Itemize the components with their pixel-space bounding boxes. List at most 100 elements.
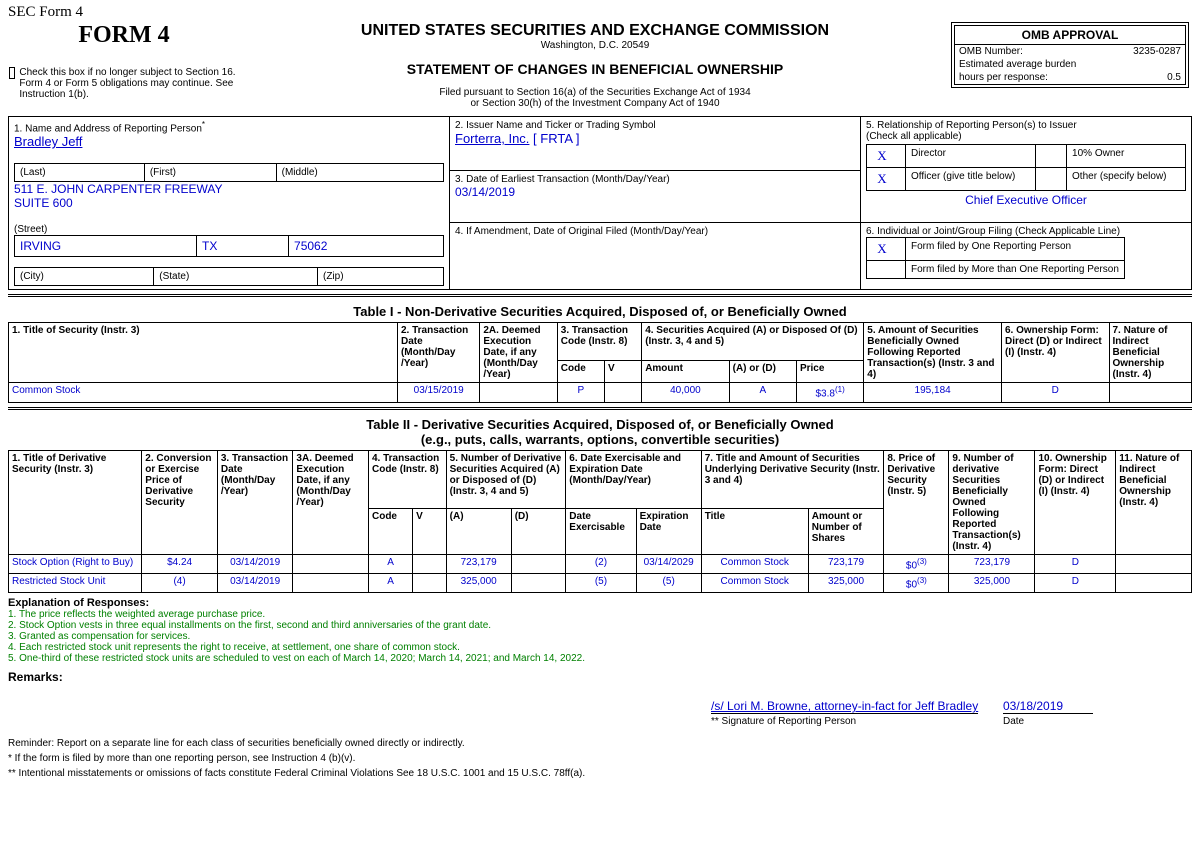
omb-hours-label: hours per response:	[959, 72, 1048, 83]
t1-sub-price: Price	[796, 361, 863, 383]
one-person-label: Form filed by One Reporting Person	[906, 237, 1125, 260]
table2-row: Restricted Stock Unit (4) 03/14/2019 A 3…	[9, 573, 1192, 592]
t1-price: $3.8	[815, 389, 834, 400]
t2-sub-code: Code	[368, 509, 412, 554]
street-label: (Street)	[14, 224, 444, 235]
t1-h1: 1. Title of Security (Instr. 3)	[9, 323, 398, 383]
t2r1-title: Restricted Stock Unit	[9, 573, 142, 592]
t2r0-code: A	[368, 554, 412, 573]
one-person-check: X	[872, 241, 892, 257]
remarks-label: Remarks:	[8, 670, 1192, 684]
table2-row: Stock Option (Right to Buy) $4.24 03/14/…	[9, 554, 1192, 573]
t2r1-date: 03/14/2019	[217, 573, 293, 592]
t2r1-a: 325,000	[446, 573, 511, 592]
t2-h6: 6. Date Exercisable and Expiration Date …	[566, 450, 701, 509]
issuer-link[interactable]: Forterra, Inc.	[455, 131, 529, 146]
t2-h3: 3. Transaction Date (Month/Day /Year)	[217, 450, 293, 554]
omb-burden-label: Estimated average burden	[959, 59, 1076, 70]
t2r0-utitle: Common Stock	[701, 554, 808, 573]
explanation-item: 4. Each restricted stock unit represents…	[8, 642, 1192, 653]
box6-label: 6. Individual or Joint/Group Filing (Che…	[866, 226, 1186, 237]
sec-form-label: SEC Form 4	[8, 4, 1192, 21]
city: IRVING	[15, 236, 197, 257]
middle-label: (Middle)	[276, 164, 443, 182]
state-label: (State)	[154, 268, 318, 286]
t2r1-exer: (5)	[566, 573, 636, 592]
box3-label: 3. Date of Earliest Transaction (Month/D…	[455, 174, 855, 185]
t1-sub-v: V	[605, 361, 642, 383]
t2r1-ushares: 325,000	[808, 573, 884, 592]
first-label: (First)	[144, 164, 276, 182]
table1-row: Common Stock 03/15/2019 P 40,000 A $3.8(…	[9, 383, 1192, 402]
t2-h1: 1. Title of Derivative Security (Instr. …	[9, 450, 142, 554]
omb-hours: 0.5	[1167, 72, 1181, 83]
t2-h8: 8. Price of Derivative Security (Instr. …	[884, 450, 949, 554]
t2r0-conv: $4.24	[142, 554, 218, 573]
box4-label: 4. If Amendment, Date of Original Filed …	[455, 226, 855, 237]
t2-sub-shares: Amount or Number of Shares	[808, 509, 884, 554]
t1-sub-amount: Amount	[642, 361, 729, 383]
t2-h2: 2. Conversion or Exercise Price of Deriv…	[142, 450, 218, 554]
t1-date: 03/15/2019	[397, 383, 479, 402]
street2: SUITE 600	[14, 196, 444, 210]
other-label: Other (specify below)	[1067, 168, 1186, 191]
t2r1-owned: 325,000	[949, 573, 1035, 592]
more-person-label: Form filed by More than One Reporting Pe…	[906, 260, 1125, 278]
footer-note2: ** Intentional misstatements or omission…	[8, 768, 1192, 779]
t1-form: D	[1001, 383, 1109, 402]
pursuant-1: Filed pursuant to Section 16(a) of the S…	[241, 87, 949, 98]
t2-h9: 9. Number of derivative Securities Benef…	[949, 450, 1035, 554]
t2r0-exp: 03/14/2029	[636, 554, 701, 573]
tenpct-label: 10% Owner	[1067, 145, 1186, 168]
t2r1-utitle: Common Stock	[701, 573, 808, 592]
explanations-label: Explanation of Responses:	[8, 597, 1192, 609]
director-label: Director	[906, 145, 1036, 168]
t2r0-a: 723,179	[446, 554, 511, 573]
t1-ad: A	[729, 383, 796, 402]
t1-owned: 195,184	[864, 383, 1002, 402]
t1-sub-code: Code	[557, 361, 604, 383]
signature-link[interactable]: /s/ Lori M. Browne, attorney-in-fact for…	[711, 699, 978, 714]
agency-address: Washington, D.C. 20549	[241, 40, 949, 51]
t2-sub-exer: Date Exercisable	[566, 509, 636, 554]
date-label: Date	[1003, 716, 1191, 727]
t2r1-conv: (4)	[142, 573, 218, 592]
officer-label: Officer (give title below)	[906, 168, 1036, 191]
t2-h5: 5. Number of Derivative Securities Acqui…	[446, 450, 566, 509]
section16-checkbox[interactable]	[9, 67, 15, 79]
t2-sub-title: Title	[701, 509, 808, 554]
table1-title: Table I - Non-Derivative Securities Acqu…	[8, 301, 1192, 322]
officer-check: X	[872, 171, 892, 187]
explanation-item: 3. Granted as compensation for services.	[8, 631, 1192, 642]
explanation-item: 1. The price reflects the weighted avera…	[8, 609, 1192, 620]
t1-h2a: 2A. Deemed Execution Date, if any (Month…	[480, 323, 557, 383]
omb-number-label: OMB Number:	[959, 46, 1023, 57]
box2-label: 2. Issuer Name and Ticker or Trading Sym…	[455, 120, 855, 131]
ticker: [ FRTA ]	[529, 131, 579, 146]
state: TX	[197, 236, 289, 257]
t2-sub-a: (A)	[446, 509, 511, 554]
pursuant-2: or Section 30(h) of the Investment Compa…	[241, 98, 949, 109]
explanation-item: 2. Stock Option vests in three equal ins…	[8, 620, 1192, 631]
box5-label: 5. Relationship of Reporting Person(s) t…	[866, 120, 1186, 131]
signature-date: 03/18/2019	[1003, 699, 1093, 714]
signature-label: ** Signature of Reporting Person	[711, 716, 1001, 727]
reporting-person-link[interactable]: Bradley Jeff	[14, 134, 82, 149]
last-label: (Last)	[15, 164, 145, 182]
director-check: X	[872, 148, 892, 164]
zip-label: (Zip)	[317, 268, 443, 286]
omb-number: 3235-0287	[1133, 46, 1181, 57]
t1-amount: 40,000	[642, 383, 729, 402]
t2r0-form: D	[1035, 554, 1116, 573]
t2r1-form: D	[1035, 573, 1116, 592]
t2r0-title: Stock Option (Right to Buy)	[9, 554, 142, 573]
t1-title: Common Stock	[12, 385, 80, 396]
t2r1-price: $0	[906, 579, 917, 590]
t2-h11: 11. Nature of Indirect Beneficial Owners…	[1116, 450, 1192, 554]
table2: 1. Title of Derivative Security (Instr. …	[8, 450, 1192, 594]
t1-h3: 3. Transaction Code (Instr. 8)	[557, 323, 641, 361]
t1-h6: 6. Ownership Form: Direct (D) or Indirec…	[1001, 323, 1109, 383]
t2-sub-exp: Expiration Date	[636, 509, 701, 554]
table1: 1. Title of Security (Instr. 3) 2. Trans…	[8, 322, 1192, 402]
street1: 511 E. JOHN CARPENTER FREEWAY	[14, 182, 444, 196]
